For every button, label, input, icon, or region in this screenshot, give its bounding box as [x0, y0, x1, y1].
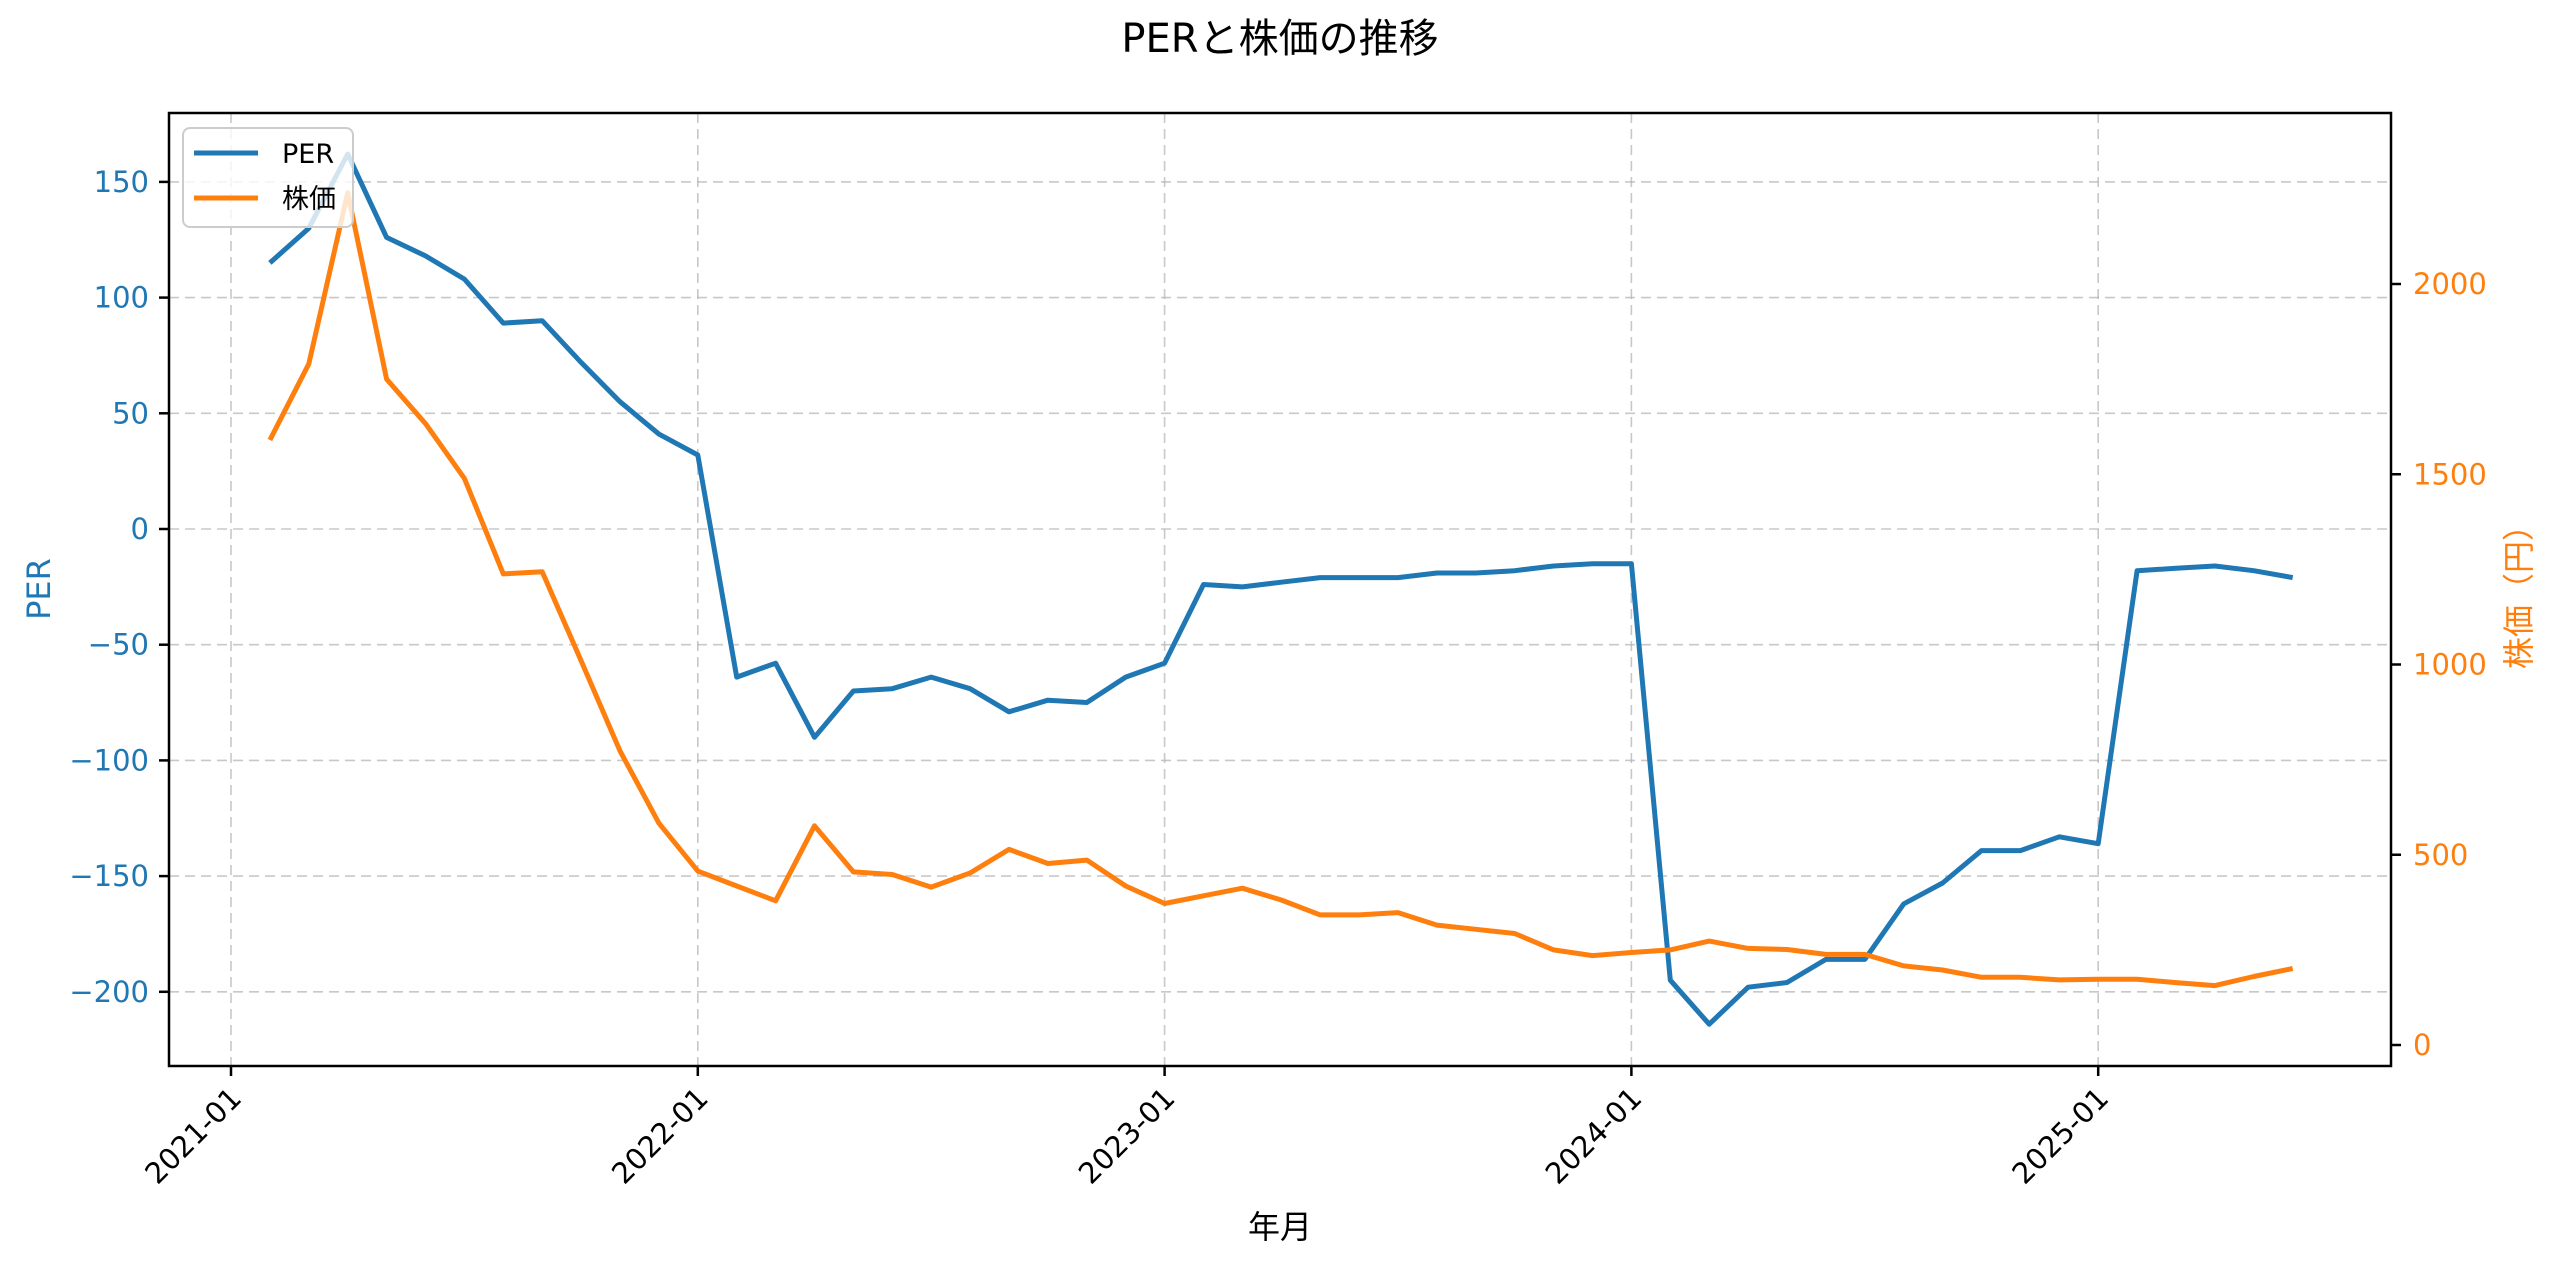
chart-title: PERと株価の推移 — [1121, 16, 1438, 62]
grid-lines — [169, 113, 2391, 1066]
right-tick-label: 0 — [2413, 1028, 2431, 1062]
legend: PER 株価 — [182, 127, 354, 228]
left-tick-label: −200 — [69, 975, 149, 1009]
x-axis-label: 年月 — [1248, 1208, 1312, 1246]
right-tick-label: 1000 — [2413, 648, 2487, 682]
left-tick-label: 150 — [94, 165, 149, 199]
left-y-axis-ticks: 150 100 50 0 −50 −100 −150 −200 — [69, 165, 169, 1009]
left-tick-label: −100 — [69, 743, 149, 777]
x-axis-ticks: 2021-01 2022-01 2023-01 2024-01 2025-01 — [138, 1066, 2115, 1191]
left-tick-label: −150 — [69, 859, 149, 893]
stock-price-line — [267, 190, 2294, 989]
legend-stock-price-label: 株価 — [282, 184, 336, 215]
left-y-axis-label: PER — [20, 558, 58, 620]
left-tick-label: −50 — [88, 628, 149, 662]
x-tick-label: 2022-01 — [605, 1081, 715, 1191]
left-tick-label: 0 — [131, 512, 149, 546]
plot-series — [267, 151, 2294, 1027]
x-tick-label: 2025-01 — [2005, 1081, 2115, 1191]
legend-per-label: PER — [282, 139, 334, 170]
per-line — [268, 151, 2294, 1027]
left-tick-label: 100 — [94, 281, 149, 315]
right-tick-label: 1500 — [2413, 457, 2487, 491]
x-tick-label: 2023-01 — [1072, 1081, 1182, 1191]
x-tick-label: 2024-01 — [1539, 1081, 1649, 1191]
right-tick-label: 2000 — [2413, 267, 2487, 301]
right-y-axis-ticks: 2000 1500 1000 500 0 — [2391, 267, 2487, 1062]
right-y-axis-label: 株価（円） — [2500, 509, 2538, 669]
left-tick-label: 50 — [112, 396, 149, 430]
x-tick-label: 2021-01 — [138, 1081, 248, 1191]
plot-area-frame — [167, 111, 2393, 1068]
right-tick-label: 500 — [2413, 838, 2468, 872]
